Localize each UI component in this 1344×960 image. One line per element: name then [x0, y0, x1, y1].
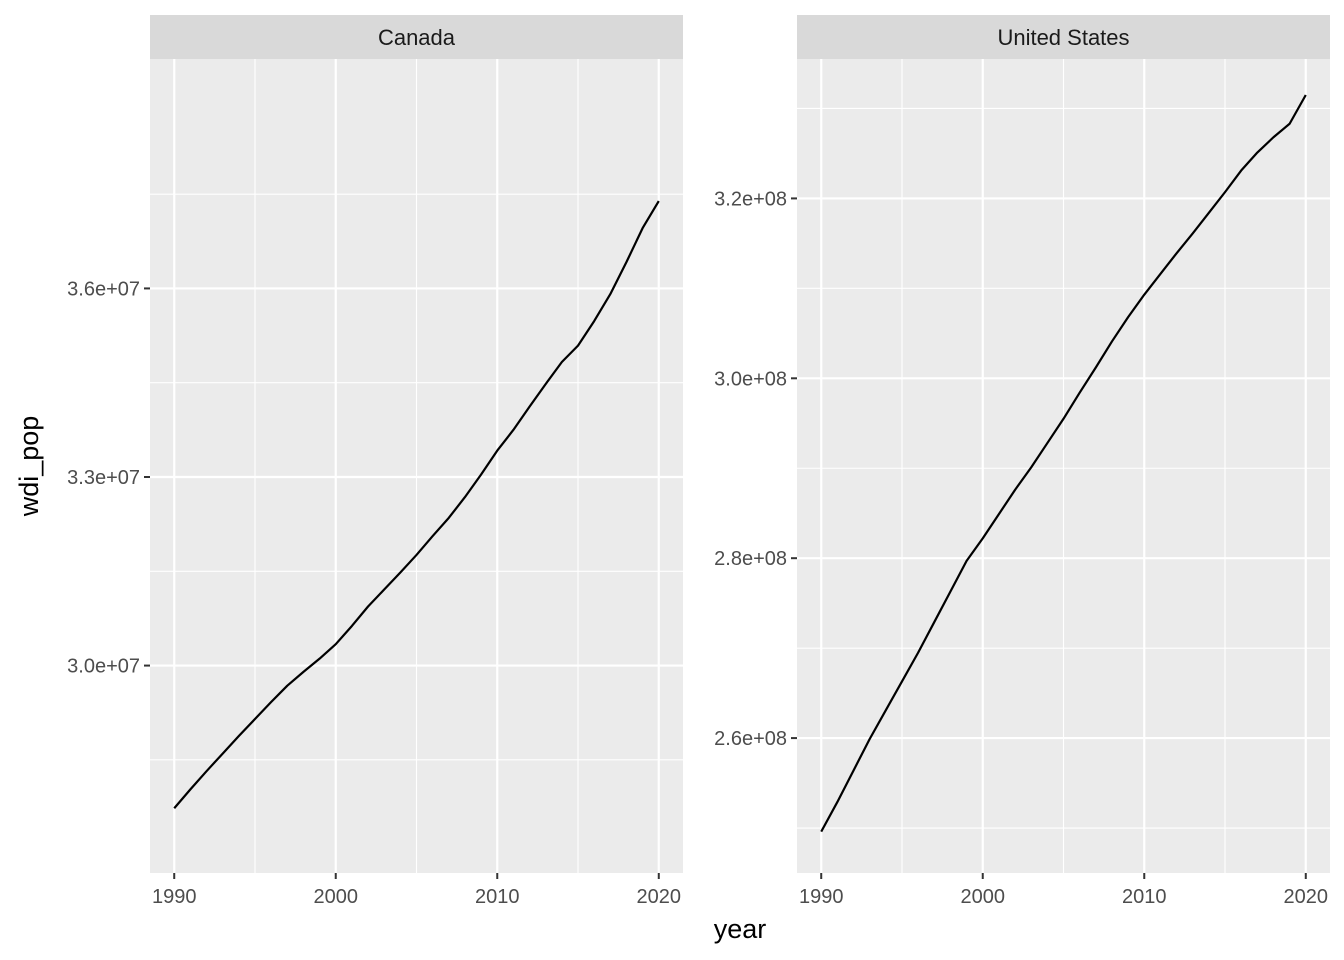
y-tick-label: 2.8e+08	[714, 548, 787, 570]
x-tick-label: 2020	[1284, 886, 1329, 908]
strip-label-united-states: United States	[997, 25, 1129, 50]
x-tick-label: 2020	[637, 886, 682, 908]
y-tick-label: 3.0e+07	[67, 656, 140, 678]
facet-canada: Canada 1990 2000 2010 2020 3.0e+07 3.3e+07 3.6e…	[67, 15, 683, 908]
strip-background	[797, 15, 1330, 59]
x-tick-label: 2000	[313, 886, 358, 908]
strip-background	[150, 15, 683, 59]
y-tick-label: 2.6e+08	[714, 728, 787, 750]
x-tick-label: 2010	[1122, 886, 1167, 908]
strip-label-canada: Canada	[378, 25, 456, 50]
x-tick-label: 1990	[152, 886, 197, 908]
series-line-united-states	[820, 94, 1307, 833]
y-tick-label: 3.0e+08	[714, 368, 787, 390]
y-tick-label: 3.2e+08	[714, 188, 787, 210]
x-axis-title: year	[714, 914, 767, 944]
y-tick-label: 3.6e+07	[67, 278, 140, 300]
facet-united-states: United States 1990 2000 2010 2020 2.6e+08 2.8e…	[714, 15, 1330, 908]
x-tick-label: 1990	[799, 886, 844, 908]
x-tick-label: 2010	[475, 886, 520, 908]
y-tick-label: 3.3e+07	[67, 467, 140, 489]
y-axis-title: wdi_pop	[14, 416, 44, 518]
series-line-canada	[173, 200, 660, 809]
x-tick-label: 2000	[960, 886, 1005, 908]
